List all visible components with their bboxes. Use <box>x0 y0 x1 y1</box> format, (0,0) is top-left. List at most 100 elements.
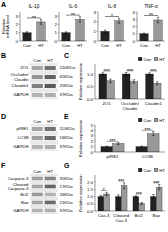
error-cap <box>79 22 81 23</box>
error-bar <box>141 203 142 205</box>
error-cap <box>105 192 107 193</box>
size-label: 16KDa <box>60 135 74 140</box>
error-cap <box>133 83 135 84</box>
band <box>32 145 43 149</box>
x-tick-label: Con <box>101 43 109 48</box>
legend-swatch <box>138 118 142 122</box>
lane-label: HT <box>47 119 53 124</box>
legend-label: Con <box>143 118 151 123</box>
error-cap <box>26 31 28 32</box>
bar <box>121 186 127 211</box>
sig-stars: ** <box>71 12 75 18</box>
band <box>45 75 56 79</box>
legend-swatch <box>154 118 158 122</box>
error-cap <box>102 75 104 76</box>
error-cap <box>152 131 154 132</box>
y-tick-label: 0 <box>133 39 136 44</box>
error-bar <box>118 195 119 198</box>
band-strip <box>30 192 57 196</box>
band-strip <box>30 74 57 79</box>
y-tick <box>94 141 96 142</box>
legend-label: HT <box>159 118 165 123</box>
x-tick-label: CleavedCas-3 <box>113 213 129 223</box>
panel-label: A <box>1 1 6 8</box>
error-cap <box>104 32 106 33</box>
legend-swatch <box>154 57 158 61</box>
lane-label: Con <box>33 169 41 174</box>
x-tick-label: HT <box>155 43 161 48</box>
y-tick-label: 0.5 <box>87 84 94 89</box>
band-strip <box>30 144 57 149</box>
error-bar <box>106 192 107 195</box>
y-axis-line <box>95 125 96 152</box>
lane-label: HT <box>47 58 53 63</box>
blot-background <box>30 174 58 214</box>
band <box>32 127 43 131</box>
row-label-line: Claudin <box>14 76 29 81</box>
y-tick-label: 1.5 <box>87 187 94 192</box>
error-cap <box>40 19 42 20</box>
row-label: CleavedCaspase-3 <box>8 181 29 191</box>
band <box>45 177 56 181</box>
band-strip <box>30 126 57 131</box>
band <box>32 177 43 181</box>
row-label: Caspase-3 <box>8 176 29 181</box>
x-tick-label: Cas-3 <box>98 213 110 218</box>
y-tick <box>58 41 60 42</box>
y-tick-label: 0 <box>94 39 97 44</box>
y-axis-line <box>137 12 138 41</box>
sig-stars: *** <box>127 68 133 74</box>
bar <box>115 21 123 41</box>
lane-label: HT <box>47 169 53 174</box>
y-tick <box>19 32 21 33</box>
sig-stars: *** <box>150 68 156 74</box>
bar <box>133 197 139 211</box>
y-tick <box>19 16 21 17</box>
error-cap <box>152 198 154 199</box>
y-tick-label: 2.0 <box>87 180 94 185</box>
error-bar <box>110 79 111 83</box>
x-tick-label: LC3B <box>142 154 153 159</box>
sig-stars: * <box>111 13 113 19</box>
row-label: Occludin/Claudin <box>11 72 30 82</box>
error-bar <box>106 146 107 148</box>
band <box>45 66 56 70</box>
size-label: 35KDa <box>60 176 74 181</box>
lane-label: Con <box>33 119 41 124</box>
band-strip <box>30 176 57 180</box>
y-tick <box>94 182 96 183</box>
lane-label: Con <box>33 58 41 63</box>
legend: HTCon <box>138 57 165 62</box>
y-tick <box>136 33 138 34</box>
band <box>32 136 43 140</box>
y-tick-label: 1 <box>94 29 97 34</box>
error-bar <box>119 18 120 23</box>
x-tick-label: HT <box>77 43 83 48</box>
band <box>32 185 43 189</box>
bar <box>150 197 156 211</box>
y-tick-label: 3 <box>133 17 136 22</box>
band <box>32 66 43 70</box>
x-tick-label: Occludin/Claudin <box>121 101 140 111</box>
y-axis-line <box>95 175 96 211</box>
bar <box>146 74 154 99</box>
title: TNF-α <box>144 4 158 9</box>
sig-stars: *** <box>145 127 151 133</box>
x-tick-label: Con <box>62 43 70 48</box>
error-cap <box>148 75 150 76</box>
y-axis-line <box>98 12 99 41</box>
error-cap <box>106 147 108 148</box>
bar <box>140 34 148 41</box>
y-tick-label: 0 <box>91 150 94 155</box>
bar <box>153 83 161 99</box>
error-cap <box>40 24 42 25</box>
y-tick <box>94 196 96 197</box>
y-axis-line <box>59 12 60 41</box>
error-bar <box>153 132 154 136</box>
bar <box>148 134 160 152</box>
bar <box>136 147 148 152</box>
y-tick-label: 4 <box>91 128 94 133</box>
y-tick-label: 1 <box>91 144 94 149</box>
error-cap <box>141 147 143 148</box>
x-tick-label: Bcl2 <box>135 213 144 218</box>
